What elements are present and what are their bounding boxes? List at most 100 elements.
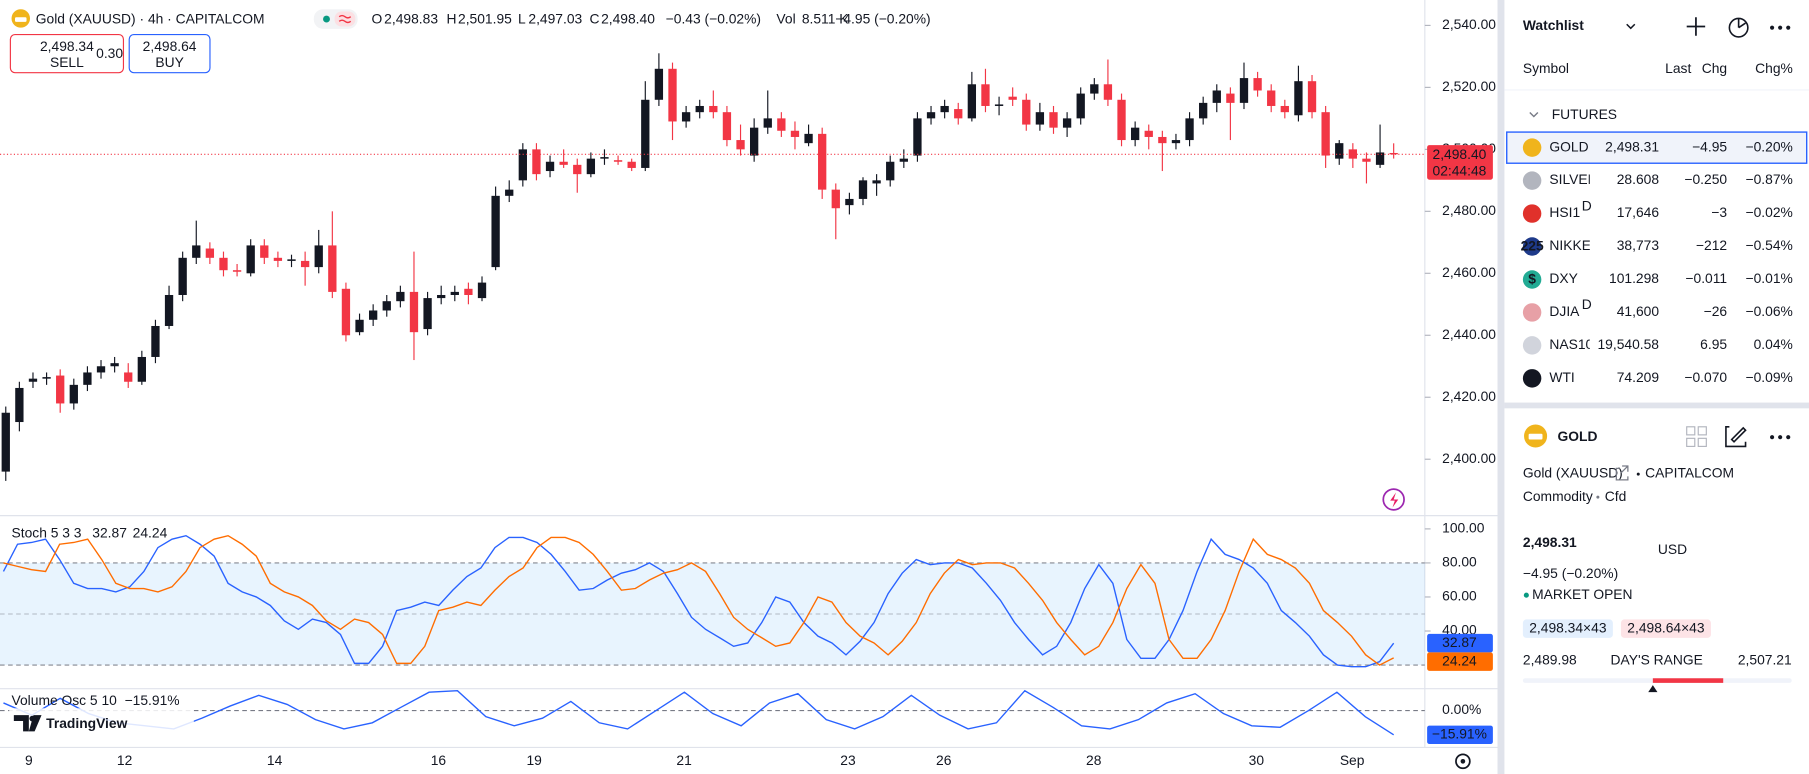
logo: TradingView <box>46 715 127 731</box>
change: −3 <box>1711 204 1727 220</box>
symbol[interactable]: HSI1 <box>1549 204 1580 220</box>
settings-icon[interactable] <box>1455 753 1471 770</box>
stoch-k-box-label: 32.87 <box>1442 634 1477 650</box>
candle-body <box>1035 112 1045 125</box>
candle-body <box>110 363 119 367</box>
candle-body <box>1375 152 1385 165</box>
x-tick-label: 14 <box>267 752 283 768</box>
symbol[interactable]: DJIA <box>1549 303 1580 319</box>
symbol[interactable]: GOLD <box>1549 138 1588 154</box>
y-tick-label: 40.00 <box>1442 622 1477 638</box>
candle-body <box>804 133 813 144</box>
bid-pill <box>1522 619 1613 638</box>
candle-body <box>641 99 650 168</box>
detail-exchange: CAPITALCOM <box>1645 465 1734 481</box>
candle-body <box>205 248 215 258</box>
more-icon[interactable] <box>1770 25 1775 30</box>
logo-bg <box>9 708 194 739</box>
link-icon[interactable] <box>1615 465 1629 481</box>
more-icon[interactable] <box>1778 435 1783 440</box>
last-price: 74.209 <box>1617 369 1660 385</box>
candle-body <box>1253 78 1262 91</box>
candle-body <box>1267 90 1276 106</box>
section-chevron <box>1529 111 1539 118</box>
status-dot <box>323 15 330 23</box>
candle-body <box>464 288 473 295</box>
candle-body <box>1280 105 1289 113</box>
symbol-icon <box>1522 303 1542 322</box>
candle-body <box>1130 127 1140 141</box>
x-tick-label: 9 <box>25 752 33 768</box>
ohlc-label: O <box>371 10 382 26</box>
last-price: 41,600 <box>1617 303 1660 319</box>
candle-body <box>1321 112 1330 156</box>
candle-body <box>1103 84 1113 100</box>
candle-body <box>777 118 786 131</box>
candle-body <box>137 356 146 382</box>
candle-body <box>722 112 732 141</box>
indicator-line <box>2 534 1395 668</box>
symbol-icon-mark <box>14 17 27 22</box>
candle-body <box>586 158 596 175</box>
symbol-icon <box>1522 270 1542 289</box>
symbol[interactable]: NIKKEI <box>1549 237 1594 253</box>
watchlist-title[interactable]: Watchlist <box>1523 17 1584 33</box>
x-tick-label: 28 <box>1086 752 1102 768</box>
last-price: 28.608 <box>1617 171 1660 187</box>
column-header[interactable]: Symbol <box>1523 60 1569 76</box>
symbol-icon <box>1522 138 1542 157</box>
more-icon[interactable] <box>1786 25 1791 30</box>
bid: 2,498.34×43 <box>1529 619 1607 635</box>
column-header[interactable]: Last <box>1665 60 1691 76</box>
layout-icon[interactable] <box>1686 437 1696 447</box>
last-price: 17,646 <box>1617 204 1660 220</box>
detail-kind: Cfd <box>1605 488 1627 504</box>
symbol-icon-text: 225 <box>1521 238 1544 254</box>
candle-body <box>749 127 759 156</box>
spread: 0.30 <box>96 45 123 61</box>
more-icon[interactable] <box>1770 435 1775 440</box>
candle-body <box>491 195 500 268</box>
candle-body <box>328 245 337 292</box>
candle-body <box>736 140 745 150</box>
stoch-d-box <box>1427 652 1493 671</box>
status-dot <box>1523 592 1529 598</box>
candle-body <box>926 112 936 119</box>
add-icon[interactable] <box>1686 17 1706 36</box>
candle-body <box>845 198 854 206</box>
layout-icon[interactable] <box>1686 426 1696 436</box>
symbol[interactable]: SILVER <box>1549 171 1597 187</box>
more-icon[interactable] <box>1778 25 1783 30</box>
more-icon[interactable] <box>1786 435 1791 440</box>
column-header[interactable]: Chg% <box>1755 60 1793 76</box>
symbol-icon-mark <box>1528 433 1543 440</box>
symbol[interactable]: DXY <box>1549 270 1577 286</box>
volume-value: 8.511 K <box>802 10 849 26</box>
x-tick-label: Sep <box>1340 752 1365 768</box>
change-percent: 0.04% <box>1754 336 1793 352</box>
candle-body <box>382 301 391 311</box>
change: −0.070 <box>1684 369 1727 385</box>
candle-body <box>437 294 446 299</box>
symbol[interactable]: NAS100 <box>1549 336 1601 352</box>
separator-dot <box>1596 495 1600 499</box>
indicator-line <box>3 534 1394 666</box>
volume-osc-value: −15.91% <box>125 692 180 708</box>
layout-icon[interactable] <box>1697 437 1707 447</box>
column-header[interactable]: Chg <box>1702 60 1727 76</box>
buy-button[interactable] <box>128 34 211 74</box>
candle-body <box>1348 149 1358 159</box>
candle-body <box>940 105 949 113</box>
change-percent: −0.09% <box>1746 369 1793 385</box>
layout-icon[interactable] <box>1697 426 1707 436</box>
candle-body <box>423 298 432 330</box>
sell-button[interactable] <box>9 34 125 74</box>
stoch-k-box <box>1427 633 1493 653</box>
symbol[interactable]: WTI <box>1549 369 1574 385</box>
candle-body <box>219 257 228 271</box>
y-tick-label: 0.00% <box>1442 701 1481 717</box>
buy-label: BUY <box>155 54 183 70</box>
candle-body <box>790 130 800 137</box>
candle-body <box>396 291 405 302</box>
edit-icon[interactable] <box>1725 425 1747 448</box>
